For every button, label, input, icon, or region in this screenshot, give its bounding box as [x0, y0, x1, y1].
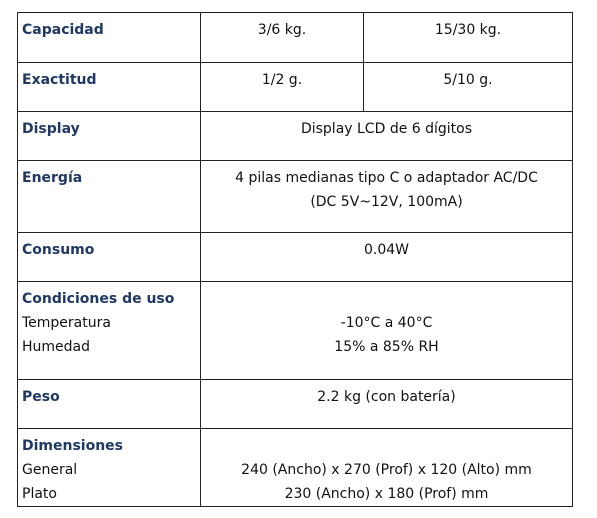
spec-value: 2.2 kg (con batería): [317, 389, 456, 405]
spec-label-cell: Peso: [17, 379, 201, 429]
spec-row: Dimensiones General Plato 240 (Ancho) x 270…: [17, 428, 573, 507]
spec-label: Consumo: [22, 242, 95, 258]
spec-value-cell: 4 pilas medianas tipo C o adaptador AC/D…: [200, 160, 573, 233]
spec-value: 4 pilas medianas tipo C o adaptador AC/D…: [235, 170, 538, 186]
spec-label: Capacidad: [22, 22, 104, 38]
spec-sublabel: Humedad: [22, 339, 91, 355]
spec-value-cell: 3/6 kg.: [200, 12, 364, 63]
spec-row: Peso 2.2 kg (con batería): [17, 379, 573, 429]
spec-label-cell: Energía: [17, 160, 201, 233]
spec-value: 15/30 kg.: [434, 22, 502, 38]
spec-label-cell: Exactitud: [17, 62, 201, 112]
spec-value: -10°C a 40°C: [340, 315, 433, 331]
spec-value-cell: -10°C a 40°C 15% a 85% RH: [200, 281, 573, 380]
spec-row: Condiciones de uso Temperatura Humedad -10°…: [17, 281, 573, 380]
spec-value: 230 (Ancho) x 180 (Prof) mm: [284, 486, 489, 502]
spec-row: Capacidad 3/6 kg. 15/30 kg.: [17, 12, 573, 63]
spec-row: Energía 4 pilas medianas tipo C o adaptad…: [17, 160, 573, 233]
spec-label: Condiciones de uso: [22, 291, 175, 307]
spec-value-cell: 2.2 kg (con batería): [200, 379, 573, 429]
spec-row: Display Display LCD de 6 dígitos: [17, 111, 573, 161]
spec-label: Peso: [22, 389, 60, 405]
spec-label: Dimensiones: [22, 438, 124, 454]
spec-label: Energía: [22, 170, 83, 186]
spec-row: Consumo 0.04W: [17, 232, 573, 282]
spec-value: 5/10 g.: [443, 72, 493, 88]
spec-value: 15% a 85% RH: [334, 339, 439, 355]
spec-table: Capacidad 3/6 kg. 15/30 kg. Exactitud 1/2 g.…: [17, 12, 573, 507]
spec-value: 240 (Ancho) x 270 (Prof) x 120 (Alto) mm: [241, 462, 532, 478]
spec-label-cell: Capacidad: [17, 12, 201, 63]
spec-label-cell: Condiciones de uso Temperatura Humedad: [17, 281, 201, 380]
spec-row: Exactitud 1/2 g. 5/10 g.: [17, 62, 573, 112]
spec-sublabel: General: [22, 462, 78, 478]
spec-label-cell: Display: [17, 111, 201, 161]
spec-value-cell: 15/30 kg.: [363, 12, 573, 63]
spec-value-cell: 0.04W: [200, 232, 573, 282]
spec-value-cell: Display LCD de 6 dígitos: [200, 111, 573, 161]
spec-value: Display LCD de 6 dígitos: [300, 121, 473, 137]
spec-value: (DC 5V~12V, 100mA): [310, 194, 463, 210]
spec-value-cell: 5/10 g.: [363, 62, 573, 112]
spec-sublabel: Temperatura: [22, 315, 111, 331]
spec-value-cell: 1/2 g.: [200, 62, 364, 112]
spec-value: 0.04W: [363, 242, 409, 258]
spec-label-cell: Consumo: [17, 232, 201, 282]
spec-sheet: Capacidad 3/6 kg. 15/30 kg. Exactitud 1/2 g.…: [17, 12, 573, 507]
spec-label: Exactitud: [22, 72, 97, 88]
spec-value: 3/6 kg.: [257, 22, 307, 38]
spec-value: 1/2 g.: [261, 72, 303, 88]
spec-label: Display: [22, 121, 80, 137]
spec-sublabel: Plato: [22, 486, 57, 502]
spec-value-cell: 240 (Ancho) x 270 (Prof) x 120 (Alto) mm…: [200, 428, 573, 507]
spec-label-cell: Dimensiones General Plato: [17, 428, 201, 507]
